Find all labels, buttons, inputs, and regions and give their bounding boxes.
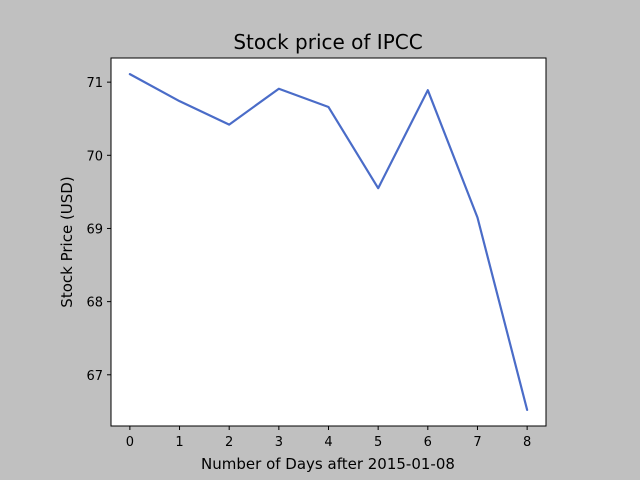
x-tick-label: 5	[374, 435, 382, 450]
x-tick-label: 2	[225, 435, 233, 450]
x-tick-label: 7	[473, 435, 481, 450]
x-axis-ticks: 0 1 2 3 4 5 6 7 8	[126, 426, 531, 450]
y-tick-label: 69	[86, 222, 103, 237]
plot-area	[111, 58, 546, 426]
x-tick-label: 8	[523, 435, 531, 450]
x-tick-label: 0	[126, 435, 134, 450]
x-tick-label: 6	[424, 435, 432, 450]
y-tick-label: 67	[86, 369, 103, 384]
y-tick-label: 70	[86, 149, 103, 164]
y-axis-label: Stock Price (USD)	[58, 176, 76, 307]
plot-frame	[110, 57, 547, 427]
x-tick-label: 4	[324, 435, 332, 450]
series-line	[128, 72, 529, 411]
y-axis-ticks: 67 68 69 70 71	[86, 76, 111, 384]
series-layer	[128, 72, 529, 411]
y-tick-label: 68	[86, 296, 103, 311]
x-tick-label: 3	[275, 435, 283, 450]
x-axis-label: Number of Days after 2015-01-08	[201, 455, 455, 473]
y-tick-label: 71	[86, 76, 103, 91]
x-tick-label: 1	[175, 435, 183, 450]
chart-title: Stock price of IPCC	[233, 30, 422, 54]
